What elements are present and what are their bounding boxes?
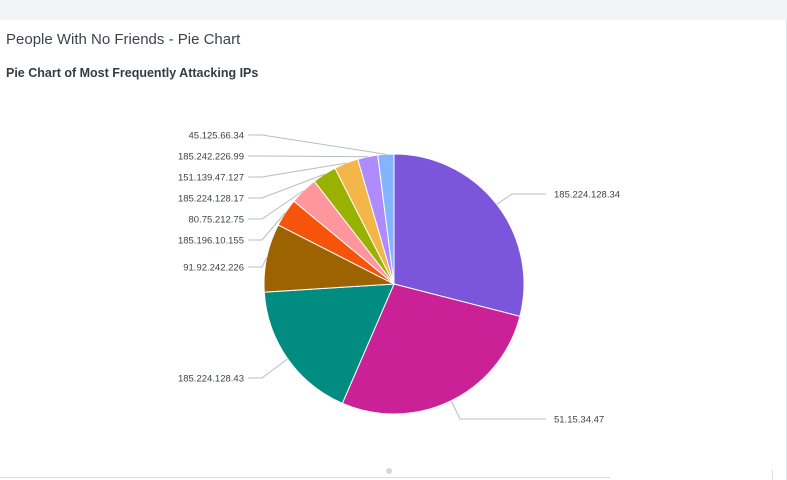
- slice-label: 185.242.226.99: [178, 152, 244, 163]
- panel-title: People With No Friends - Pie Chart: [6, 31, 241, 48]
- leader-line: [248, 358, 288, 379]
- leader-line: [496, 193, 546, 205]
- pie-slice[interactable]: [393, 153, 525, 317]
- leader-line: [248, 134, 386, 155]
- leader-line: [450, 400, 546, 420]
- pie-slice[interactable]: [377, 153, 395, 285]
- slice-label: 91.92.242.226: [183, 263, 244, 274]
- slice-label: 185.196.10.155: [178, 236, 244, 247]
- slice-label: 151.139.47.127: [178, 173, 244, 184]
- panel-divider-corner: [772, 470, 773, 480]
- panel-divider: [0, 477, 610, 478]
- slice-label: 185.224.128.43: [178, 374, 244, 385]
- leader-line: [248, 173, 325, 199]
- resize-handle[interactable]: [386, 468, 392, 474]
- leader-line: [248, 257, 268, 268]
- slice-label: 185.224.128.17: [178, 194, 244, 205]
- slice-label: 80.75.212.75: [189, 215, 244, 226]
- leader-line: [248, 190, 304, 220]
- slice-label: 45.125.66.34: [189, 131, 244, 142]
- pie-slice[interactable]: [263, 283, 395, 404]
- slice-label: 185.224.128.34: [554, 190, 620, 201]
- leader-line: [248, 155, 368, 158]
- chart-title: Pie Chart of Most Frequently Attacking I…: [6, 66, 259, 80]
- leader-line: [248, 162, 347, 178]
- leader-line: [248, 212, 286, 241]
- slice-label: 51.15.34.47: [554, 415, 604, 426]
